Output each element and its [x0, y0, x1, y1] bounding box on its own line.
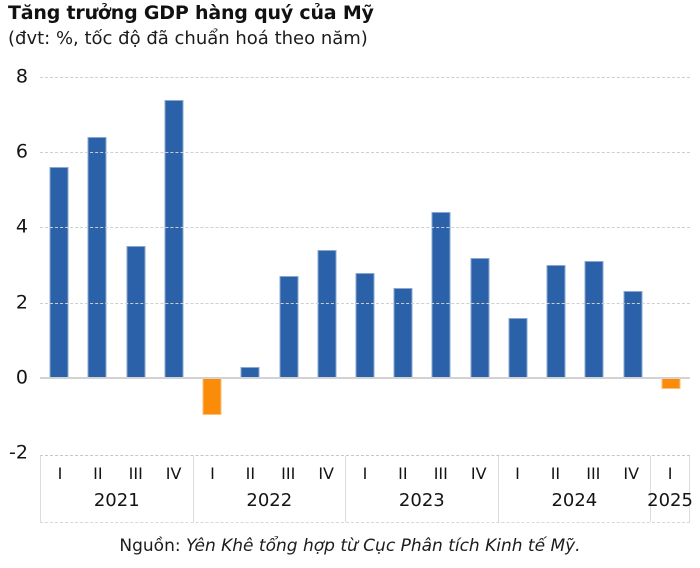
bar-slot-2021-I	[40, 77, 78, 453]
bar-slots	[40, 77, 690, 453]
bar-2023-IV	[470, 257, 490, 378]
quarter-label-2022-IV: IV	[318, 463, 334, 483]
bar-slot-2022-III	[269, 77, 307, 453]
quarter-label-2022-I: I	[210, 463, 215, 483]
bar-2022-III	[279, 276, 299, 378]
bar-2024-II	[546, 265, 566, 378]
bar-2022-II	[240, 366, 260, 378]
bar-slot-2021-IV	[155, 77, 193, 453]
chart-title: Tăng trưởng GDP hàng quý của Mỹ	[8, 2, 374, 24]
bar-2022-I	[202, 377, 222, 416]
bar-2024-III	[584, 261, 604, 378]
quarter-row-2024: I II III IV	[499, 456, 651, 490]
bar-slot-2024-II	[537, 77, 575, 453]
quarter-label-2023-I: I	[362, 463, 368, 483]
y-tick-label--2: -2	[9, 441, 28, 464]
bar-slot-2024-I	[499, 77, 537, 453]
y-tick-label-8: 8	[15, 65, 28, 88]
bar-slot-2023-IV	[461, 77, 499, 453]
year-group-2021: I II III IV 2021	[41, 456, 194, 522]
gridline-6	[40, 152, 690, 154]
year-group-2023: I II III IV 2023	[346, 456, 499, 522]
y-tick-label-4: 4	[15, 215, 28, 238]
y-tick-label-6: 6	[15, 140, 28, 163]
quarter-label-2022-III: III	[281, 463, 296, 483]
year-group-2022: I II III IV 2022	[194, 456, 347, 522]
quarter-label-2024-IV: IV	[623, 463, 640, 483]
quarter-label-2021-IV: IV	[165, 463, 182, 483]
source-text: Yên Khê tổng hợp từ Cục Phân tích Kinh t…	[185, 536, 581, 556]
bar-slot-2021-II	[78, 77, 116, 453]
bar-2023-I	[355, 272, 375, 378]
quarter-label-2022-II: II	[245, 463, 256, 483]
quarter-row-2023: I II III IV	[346, 456, 498, 490]
plot-area	[40, 77, 690, 453]
year-label-2025: 2025	[647, 490, 693, 511]
year-label-2021: 2021	[93, 490, 140, 511]
bar-2021-III	[126, 246, 146, 378]
bar-2025-I	[661, 377, 681, 390]
quarter-label-2024-I: I	[515, 463, 520, 483]
y-axis: 8 6 4 2 0 -2	[0, 66, 30, 464]
bar-2022-IV	[317, 249, 337, 378]
bar-slot-2021-III	[116, 77, 154, 453]
bar-2023-III	[431, 212, 451, 378]
bar-slot-2024-IV	[614, 77, 652, 453]
quarter-row-2025: I	[651, 456, 689, 490]
y-tick-label-0: 0	[15, 366, 28, 389]
x-axis: I II III IV 2021 I II III IV 2022 I II III IV 2023 I II I…	[40, 455, 693, 523]
bar-slot-2023-II	[384, 77, 422, 453]
bar-slot-2025-I	[652, 77, 690, 453]
year-label-2024: 2024	[551, 490, 598, 511]
quarter-label-2024-II: II	[550, 463, 561, 483]
quarter-label-2021-I: I	[57, 463, 63, 483]
bar-slot-2022-I	[193, 77, 231, 453]
gridline-8	[40, 77, 690, 78]
bar-slot-2023-I	[346, 77, 384, 453]
year-label-2023: 2023	[398, 490, 445, 511]
quarter-label-2023-II: II	[398, 463, 408, 483]
bar-2021-II	[87, 137, 107, 378]
bar-2021-I	[49, 167, 69, 378]
source-prefix: Nguồn:	[119, 536, 186, 556]
gridline-0	[40, 376, 690, 379]
bar-2024-IV	[623, 291, 643, 378]
quarter-label-2021-II: II	[93, 463, 103, 483]
quarter-label-2024-III: III	[586, 463, 601, 483]
quarter-row-2022: I II III IV	[194, 456, 346, 490]
year-group-2025: I 2025	[647, 456, 693, 522]
y-tick-label-2: 2	[15, 291, 28, 314]
quarter-label-2023-III: III	[433, 463, 448, 483]
bar-slot-2022-IV	[308, 77, 346, 453]
bar-slot-2024-III	[575, 77, 613, 453]
quarter-row-2021: I II III IV	[41, 456, 193, 490]
bar-2024-I	[508, 317, 528, 378]
quarter-label-2023-IV: IV	[470, 463, 487, 483]
quarter-label-2021-III: III	[128, 463, 143, 483]
gridline-2	[40, 302, 690, 304]
bar-2021-IV	[164, 99, 184, 378]
year-group-2024: I II III IV 2024	[499, 456, 652, 522]
bar-slot-2023-III	[422, 77, 460, 453]
quarter-label-2025-I: I	[667, 463, 673, 483]
year-label-2022: 2022	[246, 490, 293, 511]
bar-slot-2022-II	[231, 77, 269, 453]
chart-subtitle: (đvt: %, tốc độ đã chuẩn hoá theo năm)	[8, 28, 368, 49]
source-note: Nguồn: Yên Khê tổng hợp từ Cục Phân tích…	[0, 536, 700, 556]
bar-2023-II	[393, 287, 413, 378]
gridline-4	[40, 227, 690, 229]
